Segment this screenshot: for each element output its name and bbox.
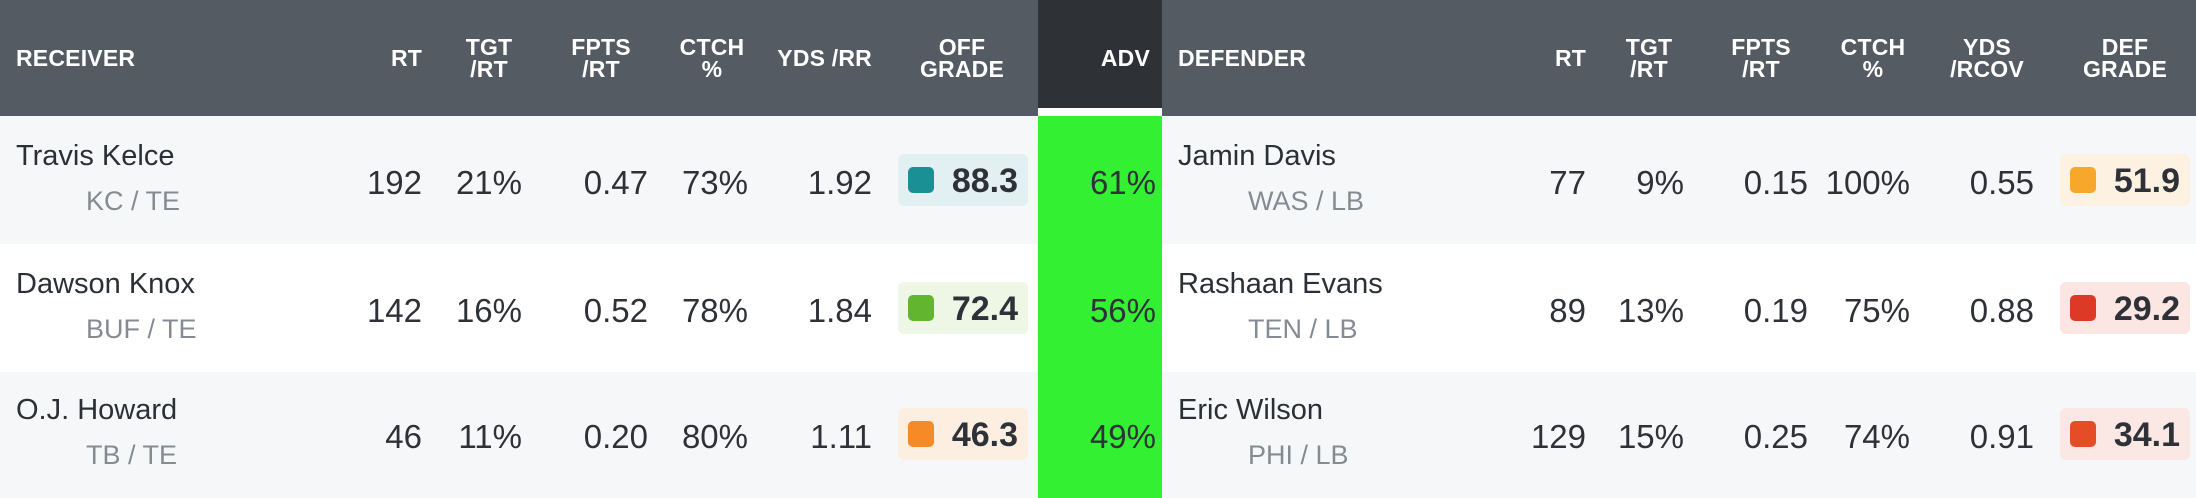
yds-rr-value: 1.11 <box>810 418 872 455</box>
yds-rcov-value: 0.88 <box>1969 292 2034 329</box>
yds-rr-value: 1.92 <box>807 164 872 201</box>
col-rt[interactable]: RT <box>390 45 422 71</box>
fpts-rt-value: 0.47 <box>583 164 648 201</box>
def-fpts-rt-value: 0.25 <box>1743 418 1808 455</box>
def-ctch-value: 100% <box>1825 164 1910 201</box>
receiver-team-pos: KC / TE <box>86 186 181 216</box>
table-header: RECEIVER RT TGT /RT FPTS /RT CTCH % YDS … <box>0 0 2196 116</box>
tgt-rt-value: 21% <box>455 164 522 201</box>
off-grade-value: 46.3 <box>951 416 1018 454</box>
yds-rcov-value: 0.91 <box>1969 418 2034 455</box>
def-ctch-value: 74% <box>1843 418 1910 455</box>
off-grade-value: 88.3 <box>951 162 1018 200</box>
receiver-name[interactable]: Travis Kelce <box>16 140 175 172</box>
grade-color-swatch <box>2070 421 2096 447</box>
col-def-grade[interactable]: DEF GRADE <box>2082 34 2168 82</box>
def-grade-value: 34.1 <box>2113 416 2180 454</box>
adv-value-overlay: 61% <box>1089 164 1156 201</box>
tgt-rt-value: 11% <box>458 418 522 455</box>
col-defender[interactable]: DEFENDER <box>1178 45 1307 71</box>
col-def-ctch[interactable]: CTCH % <box>1840 34 1906 82</box>
col-receiver[interactable]: RECEIVER <box>16 45 136 71</box>
col-yds-rr[interactable]: YDS /RR <box>777 45 872 71</box>
col-yds-rcov[interactable]: YDS /RCOV <box>1950 34 2024 82</box>
grade-color-swatch <box>908 167 934 193</box>
adv-column-highlight <box>1038 116 1162 498</box>
def-tgt-rt-value: 15% <box>1617 418 1684 455</box>
def-grade-value: 51.9 <box>2113 162 2180 200</box>
grade-color-swatch <box>908 295 934 321</box>
receiver-name[interactable]: O.J. Howard <box>16 394 178 426</box>
def-tgt-rt-value: 9% <box>1636 164 1684 201</box>
tgt-rt-value: 16% <box>455 292 522 329</box>
defender-name[interactable]: Eric Wilson <box>1178 394 1324 426</box>
defender-name[interactable]: Jamin Davis <box>1178 140 1336 172</box>
adv-sort-indicator <box>1038 108 1162 116</box>
col-adv[interactable]: ADV <box>1100 45 1150 71</box>
grade-color-swatch <box>2070 167 2096 193</box>
off-grade-badge: 46.3 <box>898 408 1028 460</box>
defender-team-pos: PHI / LB <box>1248 440 1349 470</box>
ctch-value: 78% <box>681 292 748 329</box>
def-grade-badge: 29.2 <box>2060 282 2190 334</box>
col-ctch[interactable]: CTCH % <box>679 34 745 82</box>
yds-rr-value: 1.84 <box>807 292 872 329</box>
col-def-tgt-rt[interactable]: TGT /RT <box>1625 34 1673 82</box>
def-tgt-rt-value: 13% <box>1617 292 1684 329</box>
defender-team-pos: WAS / LB <box>1248 186 1365 216</box>
rt-value: 46 <box>385 418 422 455</box>
receiver-name[interactable]: Dawson Knox <box>16 268 195 300</box>
grade-color-swatch <box>908 421 934 447</box>
rt-value: 192 <box>366 164 422 201</box>
adv-header-bg <box>1038 0 1162 116</box>
def-rt-value: 77 <box>1549 164 1586 201</box>
grade-color-swatch <box>2070 295 2096 321</box>
rt-value: 142 <box>366 292 422 329</box>
def-grade-badge: 34.1 <box>2060 408 2190 460</box>
col-off-grade[interactable]: OFF GRADE <box>919 34 1005 82</box>
def-fpts-rt-value: 0.15 <box>1743 164 1808 201</box>
defender-team-pos: TEN / LB <box>1248 314 1358 344</box>
yds-rcov-value: 0.55 <box>1969 164 2034 201</box>
def-rt-value: 89 <box>1549 292 1586 329</box>
defender-name[interactable]: Rashaan Evans <box>1178 268 1383 300</box>
off-grade-badge: 72.4 <box>898 282 1028 334</box>
fpts-rt-value: 0.52 <box>583 292 648 329</box>
ctch-value: 73% <box>681 164 748 201</box>
adv-value-overlay: 56% <box>1089 292 1156 329</box>
def-grade-badge: 51.9 <box>2060 154 2190 206</box>
receiver-team-pos: TB / TE <box>86 440 178 470</box>
def-ctch-value: 75% <box>1843 292 1910 329</box>
ctch-value: 80% <box>681 418 748 455</box>
col-def-fpts-rt[interactable]: FPTS /RT <box>1731 34 1791 82</box>
def-rt-value: 129 <box>1530 418 1586 455</box>
def-grade-value: 29.2 <box>2113 290 2180 328</box>
col-def-rt[interactable]: RT <box>1554 45 1586 71</box>
adv-value-overlay: 49% <box>1089 418 1156 455</box>
off-grade-value: 72.4 <box>951 290 1018 328</box>
off-grade-badge: 88.3 <box>898 154 1028 206</box>
col-tgt-rt[interactable]: TGT /RT <box>465 34 513 82</box>
receiver-team-pos: BUF / TE <box>86 314 197 344</box>
col-fpts-rt[interactable]: FPTS /RT <box>571 34 631 82</box>
fpts-rt-value: 0.20 <box>583 418 648 455</box>
def-fpts-rt-value: 0.19 <box>1743 292 1808 329</box>
